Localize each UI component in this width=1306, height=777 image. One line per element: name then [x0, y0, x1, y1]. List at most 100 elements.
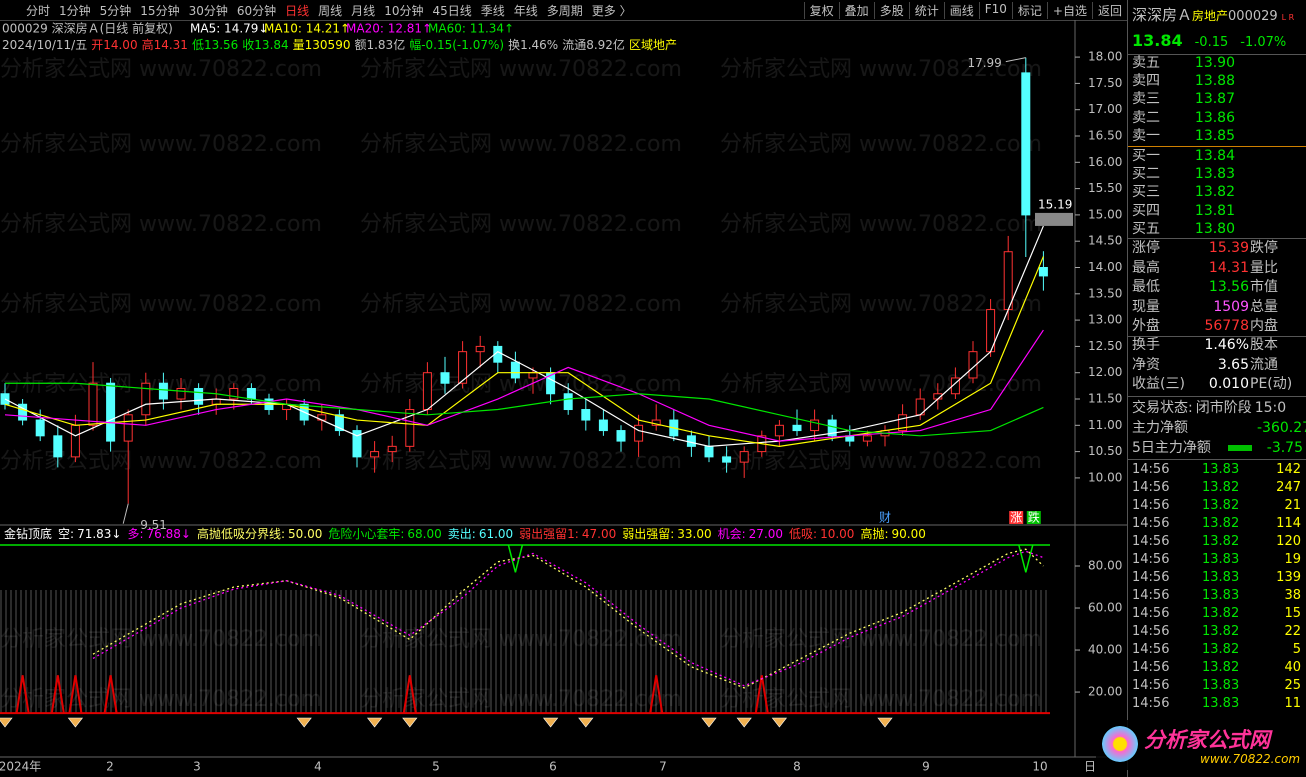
period-tab[interactable]: 15分钟 [140, 3, 180, 18]
diamond-signal [701, 717, 717, 728]
buy-spike [50, 675, 65, 714]
indicator-param-name: 高抛: [860, 526, 888, 541]
watermark: 分析家公式网 www.70822.com [0, 132, 322, 157]
tick-time: 14:56 [1132, 516, 1170, 531]
bar-info: 2024/10/11/五 开14.00 高14.31 低13.56 收13.84 量130… [2, 37, 677, 52]
order-row: 买四 13.81 [1132, 202, 1306, 220]
candle-body [53, 435, 63, 458]
tick-volume: 5 [1292, 642, 1301, 657]
watermark: 分析家公式网 www.70822.com [720, 449, 1042, 474]
order-row: 卖五 13.90 [1132, 54, 1306, 72]
tick-row: 14:56 13.83 38 [1132, 587, 1306, 605]
flow-value: -360.27 [1257, 420, 1306, 436]
ma-label: MA60: 11.34↑ [428, 22, 514, 36]
period-tab[interactable]: 1分钟 [59, 3, 91, 18]
period-tab[interactable]: 60分钟 [236, 3, 277, 18]
stat-row: 最低 13.56 市值 [1132, 278, 1306, 296]
tick-volume: 247 [1276, 480, 1301, 495]
tool-button[interactable]: 叠加 [838, 1, 874, 19]
stat-label: 净资 [1132, 356, 1160, 373]
period-tab[interactable]: 月线 [351, 3, 376, 18]
diamond-signal [578, 717, 594, 728]
tick-price: 13.82 [1202, 498, 1240, 513]
indicator-param-name: 低吸: [789, 527, 817, 541]
candle-body [352, 430, 362, 458]
bar-info-item: 收13.84 [242, 38, 288, 52]
period-tab[interactable]: 10分钟 [384, 3, 424, 18]
quote-header: 深深房Ａ房地产000029 L R [1132, 6, 1306, 24]
candle-body [458, 351, 468, 384]
order-label: 买五 [1132, 220, 1160, 237]
buy-spike [68, 675, 83, 714]
candle-body [387, 445, 397, 453]
diamond-signal [366, 717, 383, 728]
indicator-param-name: 弱出强留: [622, 527, 674, 541]
candle-body [510, 361, 520, 379]
indicator-param-value: 71.83↓ [77, 527, 121, 541]
period-tabs: 分时 1分钟 5分钟 15分钟 30分钟 60分钟 日线 周线 月线 10分钟 45日线 季线 年线 多周… [0, 2, 632, 19]
status-text: 15:0 [1254, 400, 1287, 416]
buy-spike [15, 675, 30, 714]
order-label: 买四 [1132, 202, 1160, 219]
candle-body [968, 351, 978, 379]
candle-body [246, 387, 256, 400]
tick-price: 13.82 [1202, 624, 1240, 639]
indicator-param-value: 10.00 [820, 527, 854, 541]
candle-body [898, 414, 908, 432]
order-row: 卖一 13.85 [1132, 127, 1306, 145]
period-tab[interactable]: 45日线 [432, 3, 472, 18]
tick-price: 13.83 [1202, 552, 1240, 567]
tick-row: 14:56 13.82 247 [1132, 479, 1306, 497]
ma-label: MA5: 14.79↓ [190, 22, 268, 36]
period-tab[interactable]: 5分钟 [99, 3, 132, 18]
period-tab[interactable]: 30分钟 [188, 3, 228, 18]
buy-spike [754, 675, 769, 714]
indicator-title: 金钻顶底 [4, 526, 52, 541]
candle-body [774, 424, 784, 437]
tool-button[interactable]: 标记 [1011, 1, 1047, 19]
main-flow-row: 主力净额 -360.27 [1132, 419, 1306, 437]
logo-flower [1102, 726, 1138, 762]
candle-body [106, 382, 116, 442]
watermark: 分析家公式网 www.70822.com [360, 132, 682, 157]
period-tab[interactable]: 分时 [26, 3, 51, 18]
watermark: 分析家公式网 www.70822.com [0, 449, 322, 474]
status-text: 闭市阶段 [1195, 400, 1252, 416]
period-tab[interactable]: 季线 [480, 3, 505, 18]
tool-button[interactable]: F10 [978, 1, 1012, 19]
tool-button[interactable]: +自选 [1046, 1, 1092, 19]
separator [1128, 459, 1306, 460]
period-tab[interactable]: 多周期 [546, 3, 583, 18]
order-price: 13.81 [1194, 202, 1235, 219]
tick-time: 14:56 [1132, 606, 1170, 621]
order-price: 13.85 [1194, 127, 1235, 144]
indicator-line [92, 550, 1044, 687]
tick-row: 14:56 13.82 22 [1132, 623, 1306, 641]
tool-button[interactable]: 复权 [803, 1, 839, 19]
period-tab[interactable]: 更多 〉 [591, 3, 632, 18]
annotation-leader [1005, 57, 1026, 63]
tick-time: 14:56 [1132, 570, 1170, 585]
order-price: 13.80 [1194, 220, 1235, 237]
tool-button[interactable]: 画线 [943, 1, 979, 19]
period-tab[interactable]: 年线 [513, 3, 538, 18]
tick-time: 14:56 [1132, 552, 1170, 567]
candle-body [1038, 267, 1048, 277]
y-tick-label: 11.50 [1088, 392, 1122, 406]
period-tab[interactable]: 日线 [285, 3, 310, 18]
candle-body [722, 456, 732, 463]
indicator-param-name: 高抛低吸分界线: [197, 526, 285, 541]
stat-row: 换手 1.46% 股本 [1132, 336, 1306, 354]
tool-button[interactable]: 统计 [908, 1, 944, 19]
sell-dip [507, 544, 524, 573]
stat-value: 15.39 [1208, 240, 1249, 256]
tool-button[interactable]: 返回 [1091, 1, 1127, 19]
period-tab[interactable]: 周线 [318, 3, 343, 18]
stat-label: 量比 [1250, 259, 1278, 276]
chart: 000029 深深房Ａ(日线 前复权) 分析家公式网 www.70822.com… [0, 20, 1127, 774]
stat-value: 56778 [1204, 318, 1249, 334]
quote-panel: 深深房Ａ房地产000029 L R 13.84 -0.15 -1.07% 卖五 13.90 卖… [1127, 0, 1306, 777]
tick-volume: 120 [1276, 534, 1301, 549]
tool-button[interactable]: 多股 [873, 1, 909, 19]
